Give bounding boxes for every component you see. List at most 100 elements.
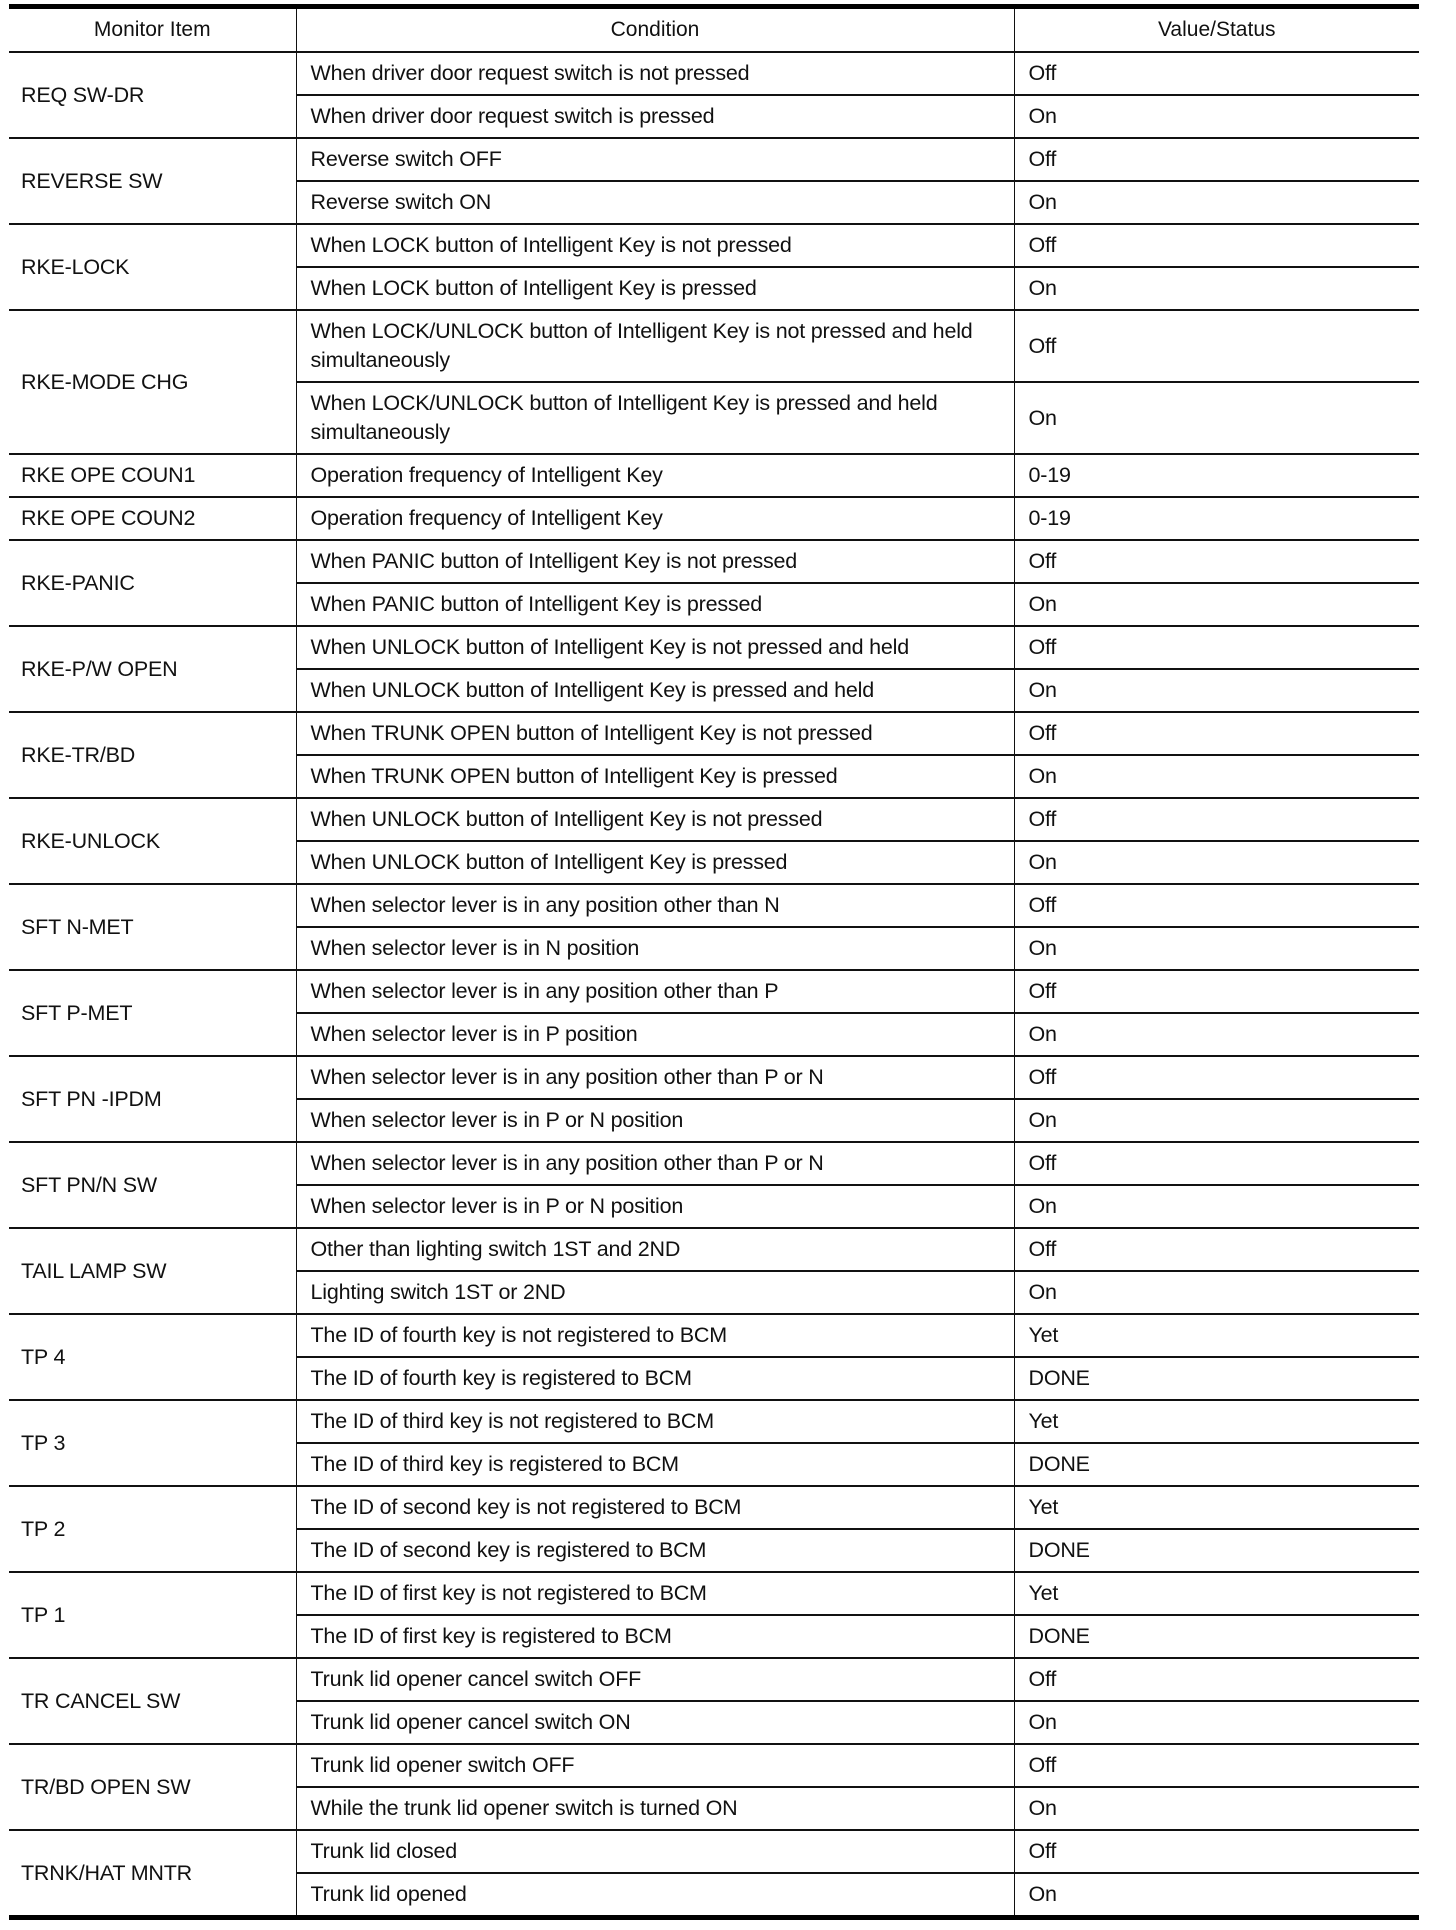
condition-cell: When selector lever is in P or N positio… <box>295 1098 1014 1142</box>
value-status-cell: Yet <box>1013 1485 1419 1529</box>
table-row: TAIL LAMP SW Other than lighting switch 1… <box>9 1227 1419 1314</box>
condition-cell: The ID of third key is not registered to… <box>295 1399 1014 1443</box>
value-status-cell: On <box>1013 180 1419 224</box>
condition-cell: When LOCK button of Intelligent Key is n… <box>295 223 1014 267</box>
table-row: Reverse switch ON On <box>9 180 1419 224</box>
condition-cell: When PANIC button of Intelligent Key is … <box>295 582 1014 626</box>
value-status-cell: On <box>1013 840 1419 884</box>
table-row: When UNLOCK button of Intelligent Key is… <box>9 840 1419 884</box>
table-row: When PANIC button of Intelligent Key is … <box>9 582 1419 626</box>
condition-cell: Trunk lid opened <box>295 1872 1014 1918</box>
condition-cell: The ID of second key is not registered t… <box>295 1485 1014 1529</box>
table-row: RKE-MODE CHG When LOCK/UNLOCK button of I… <box>9 309 1419 454</box>
value-status-cell: Off <box>1013 883 1419 927</box>
condition-cell: The ID of fourth key is not registered t… <box>295 1313 1014 1357</box>
value-status-cell: On <box>1013 1700 1419 1744</box>
table-row: SFT N-MET When selector lever is in any p… <box>9 883 1419 970</box>
table-row: REVERSE SW Reverse switch OFF Off <box>9 137 1419 224</box>
value-status-cell: Off <box>1013 1743 1419 1787</box>
monitor-item-name: TP 4 <box>9 1313 296 1400</box>
value-status-cell: Off <box>1013 969 1419 1013</box>
table-row: When UNLOCK button of Intelligent Key is… <box>9 668 1419 712</box>
table-row: Trunk lid opener cancel switch ON On <box>9 1700 1419 1744</box>
condition-cell: When selector lever is in any position o… <box>295 969 1014 1013</box>
table-row: The ID of fourth key is registered to BC… <box>9 1356 1419 1400</box>
value-status-cell: Off <box>1013 539 1419 583</box>
value-status-cell: DONE <box>1013 1356 1419 1400</box>
table-row: Lighting switch 1ST or 2ND On <box>9 1270 1419 1314</box>
value-status-cell: On <box>1013 1872 1419 1918</box>
value-status-cell: On <box>1013 668 1419 712</box>
condition-cell: When UNLOCK button of Intelligent Key is… <box>295 840 1014 884</box>
value-status-cell: Yet <box>1013 1571 1419 1615</box>
table-row: TR/BD OPEN SW Trunk lid opener switch OFF… <box>9 1743 1419 1830</box>
condition-cell: The ID of first key is not registered to… <box>295 1571 1014 1615</box>
table-row: TR CANCEL SW Trunk lid opener cancel swit… <box>9 1657 1419 1744</box>
condition-cell: While the trunk lid opener switch is tur… <box>295 1786 1014 1830</box>
table-row: TP 3 The ID of third key is not registere… <box>9 1399 1419 1486</box>
condition-cell: Lighting switch 1ST or 2ND <box>295 1270 1014 1314</box>
value-status-cell: Off <box>1013 711 1419 755</box>
condition-cell: When UNLOCK button of Intelligent Key is… <box>295 797 1014 841</box>
condition-cell: When selector lever is in N position <box>295 926 1014 970</box>
monitor-item-name: SFT P-MET <box>9 969 296 1056</box>
table-row: When selector lever is in P position On <box>9 1012 1419 1056</box>
monitor-item-name: TR CANCEL SW <box>9 1657 296 1744</box>
value-status-cell: On <box>1013 582 1419 626</box>
monitor-item-name: SFT PN/N SW <box>9 1141 296 1228</box>
table-row: TP 1 The ID of first key is not registere… <box>9 1571 1419 1658</box>
monitor-item-name: TRNK/HAT MNTR <box>9 1829 296 1918</box>
monitor-item-table: Monitor Item Condition Value/Status REQ … <box>9 4 1419 1920</box>
condition-cell: Trunk lid opener cancel switch ON <box>295 1700 1014 1744</box>
condition-cell: Trunk lid opener cancel switch OFF <box>295 1657 1014 1701</box>
condition-cell: Trunk lid closed <box>295 1829 1014 1873</box>
value-status-cell: Off <box>1013 51 1419 95</box>
monitor-item-name: TAIL LAMP SW <box>9 1227 296 1314</box>
monitor-item-name: TP 3 <box>9 1399 296 1486</box>
monitor-item-name: RKE-TR/BD <box>9 711 296 798</box>
table-row: Trunk lid opened On <box>9 1872 1419 1918</box>
condition-cell: Other than lighting switch 1ST and 2ND <box>295 1227 1014 1271</box>
table-row: When LOCK/UNLOCK button of Intelligent K… <box>9 381 1419 454</box>
condition-cell: The ID of second key is registered to BC… <box>295 1528 1014 1572</box>
value-status-cell: On <box>1013 1184 1419 1228</box>
table-row: RKE OPE COUN1 Operation frequency of Inte… <box>9 453 1419 497</box>
table-row: TP 4 The ID of fourth key is not register… <box>9 1313 1419 1400</box>
condition-cell: When selector lever is in any position o… <box>295 883 1014 927</box>
monitor-item-name: RKE-PANIC <box>9 539 296 626</box>
table-row: RKE-UNLOCK When UNLOCK button of Intellig… <box>9 797 1419 884</box>
table-row: RKE-TR/BD When TRUNK OPEN button of Intel… <box>9 711 1419 798</box>
header-value-status: Value/Status <box>1013 6 1419 53</box>
value-status-cell: Off <box>1013 223 1419 267</box>
table-row: While the trunk lid opener switch is tur… <box>9 1786 1419 1830</box>
value-status-cell: On <box>1013 266 1419 310</box>
value-status-cell: Yet <box>1013 1399 1419 1443</box>
value-status-cell: On <box>1013 926 1419 970</box>
value-status-cell: On <box>1013 94 1419 138</box>
header-condition: Condition <box>295 6 1014 53</box>
table-row: The ID of second key is registered to BC… <box>9 1528 1419 1572</box>
table-row: TRNK/HAT MNTR Trunk lid closed Off <box>9 1829 1419 1918</box>
condition-cell: When UNLOCK button of Intelligent Key is… <box>295 625 1014 669</box>
table-row: When driver door request switch is press… <box>9 94 1419 138</box>
value-status-cell: Off <box>1013 625 1419 669</box>
value-status-cell: Off <box>1013 1657 1419 1701</box>
table-row: RKE-P/W OPEN When UNLOCK button of Intell… <box>9 625 1419 712</box>
condition-cell: When selector lever is in any position o… <box>295 1141 1014 1185</box>
table-row: SFT PN/N SW When selector lever is in any… <box>9 1141 1419 1228</box>
value-status-cell: Yet <box>1013 1313 1419 1357</box>
condition-cell: When LOCK/UNLOCK button of Intelligent K… <box>295 381 1014 454</box>
monitor-item-name: TP 1 <box>9 1571 296 1658</box>
condition-cell: When driver door request switch is not p… <box>295 51 1014 95</box>
condition-cell: When TRUNK OPEN button of Intelligent Ke… <box>295 711 1014 755</box>
monitor-item-name: RKE-MODE CHG <box>9 309 296 454</box>
monitor-item-name: REQ SW-DR <box>9 51 296 138</box>
table-row: RKE OPE COUN2 Operation frequency of Inte… <box>9 496 1419 540</box>
value-status-cell: Off <box>1013 1227 1419 1271</box>
value-status-cell: DONE <box>1013 1442 1419 1486</box>
table-row: When selector lever is in P or N positio… <box>9 1098 1419 1142</box>
condition-cell: The ID of fourth key is registered to BC… <box>295 1356 1014 1400</box>
condition-cell: When selector lever is in P position <box>295 1012 1014 1056</box>
table-row: When LOCK button of Intelligent Key is p… <box>9 266 1419 310</box>
condition-cell: Reverse switch OFF <box>295 137 1014 181</box>
